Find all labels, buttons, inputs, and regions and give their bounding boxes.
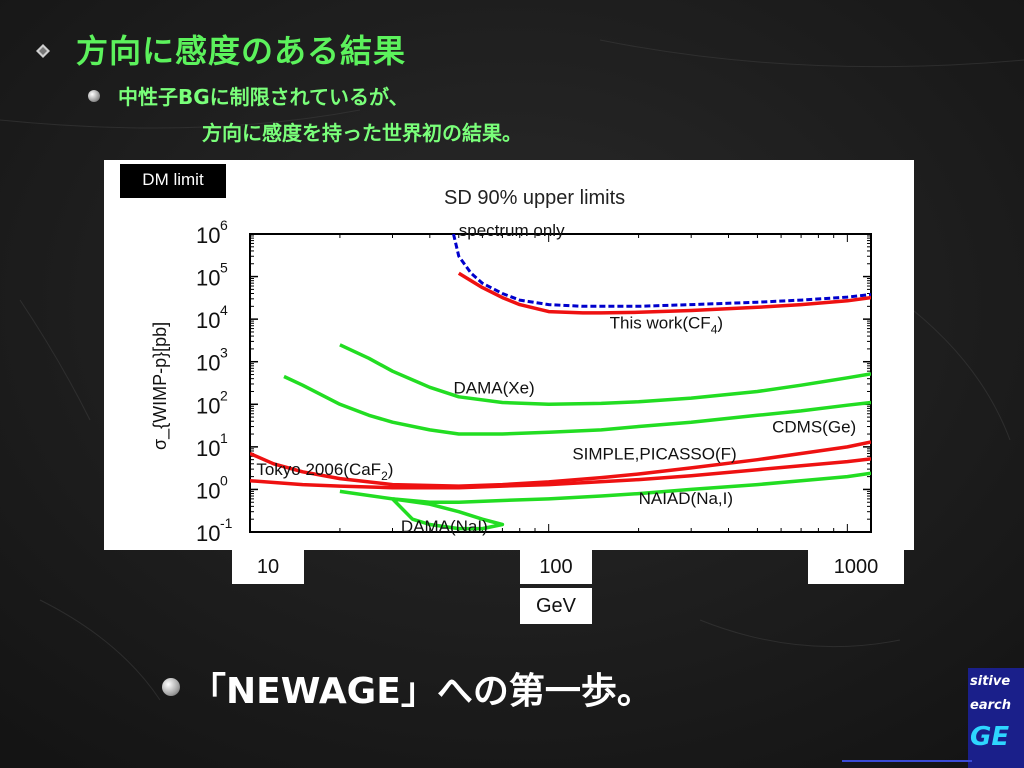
x-tick-label-1000: 1000: [808, 550, 904, 584]
curve-label-tail: ): [717, 314, 723, 333]
series-line-1: [457, 271, 871, 315]
newage-logo: sitive earch GE: [968, 668, 1024, 768]
y-axis-label: σ_{WIMP-p}[pb]: [150, 322, 171, 450]
y-tick-label-exponent: 0: [220, 472, 228, 488]
y-tick-label-exponent: 1: [220, 430, 228, 446]
series-line-6: [339, 471, 871, 504]
subtitle-line-1: 中性子BGに制限されているが、: [118, 85, 409, 109]
y-tick-label-exponent: 6: [220, 217, 228, 233]
y-tick-label: 10: [196, 521, 220, 546]
curve-label-3: CDMS(Ge): [772, 417, 856, 436]
y-tick-label: 10: [196, 436, 220, 461]
y-tick-label-exponent: 5: [220, 260, 228, 276]
y-tick-label: 10: [196, 223, 220, 248]
series-line-5: [250, 457, 871, 490]
series-line-0: [452, 234, 871, 308]
series-line-3: [283, 374, 871, 436]
curve-label-1: This work(CF4): [610, 314, 723, 337]
curve-label-6: NAIAD(Na,I): [639, 489, 733, 508]
y-tick-label: 10: [196, 266, 220, 291]
logo-text-line-3: GE: [970, 722, 1010, 752]
subtitle-line-2: 方向に感度を持った世界初の結果。: [202, 121, 522, 145]
round-bullet-icon: [162, 678, 180, 696]
logo-text-line-2: earch: [970, 698, 1011, 713]
diamond-bullet-icon: [36, 44, 50, 58]
curve-label-4: SIMPLE,PICASSO(F): [572, 445, 736, 464]
curve-label-subscript: 2: [381, 469, 388, 483]
dm-limit-label: DM limit: [120, 164, 226, 198]
plot-frame: [249, 233, 872, 533]
y-tick-label: 10: [196, 478, 220, 503]
curve-label-tail: ): [388, 460, 394, 479]
chart-panel: SD 90% upper limits 10 6 10 5 10 4 10 3 10 2 10 1 10 0…: [104, 160, 914, 550]
curve-label-5: Tokyo 2006(CaF2): [256, 460, 393, 483]
curve-label-subscript: 4: [711, 323, 718, 337]
y-tick-label-exponent: -1: [220, 515, 233, 531]
newage-first-step-text: 「NEWAGE」への第一歩。: [190, 671, 653, 712]
y-tick-label-exponent: 3: [220, 345, 228, 361]
series-line-7: [391, 497, 505, 531]
x-tick-label-100: 100: [520, 550, 592, 584]
curve-label-2: DAMA(Xe): [453, 378, 534, 397]
logo-underline: [842, 760, 972, 762]
round-bullet-icon: [88, 90, 100, 102]
y-tick-label-exponent: 2: [220, 387, 228, 403]
x-axis-label: GeV: [520, 588, 592, 624]
chart-title: SD 90% upper limits: [444, 187, 625, 209]
series-line-2: [339, 343, 871, 407]
y-tick-label: 10: [196, 308, 220, 333]
series-line-4: [250, 440, 871, 488]
y-tick-label-exponent: 4: [220, 302, 228, 318]
y-tick-label: 10: [196, 351, 220, 376]
x-tick-label-10: 10: [232, 550, 304, 584]
curve-label-0: spectrum only: [459, 221, 565, 240]
y-tick-label: 10: [196, 393, 220, 418]
logo-text-line-1: sitive: [970, 674, 1011, 689]
slide-title: 方向に感度のある結果: [76, 32, 407, 70]
curve-label-7: DAMA(NaI): [401, 517, 488, 536]
